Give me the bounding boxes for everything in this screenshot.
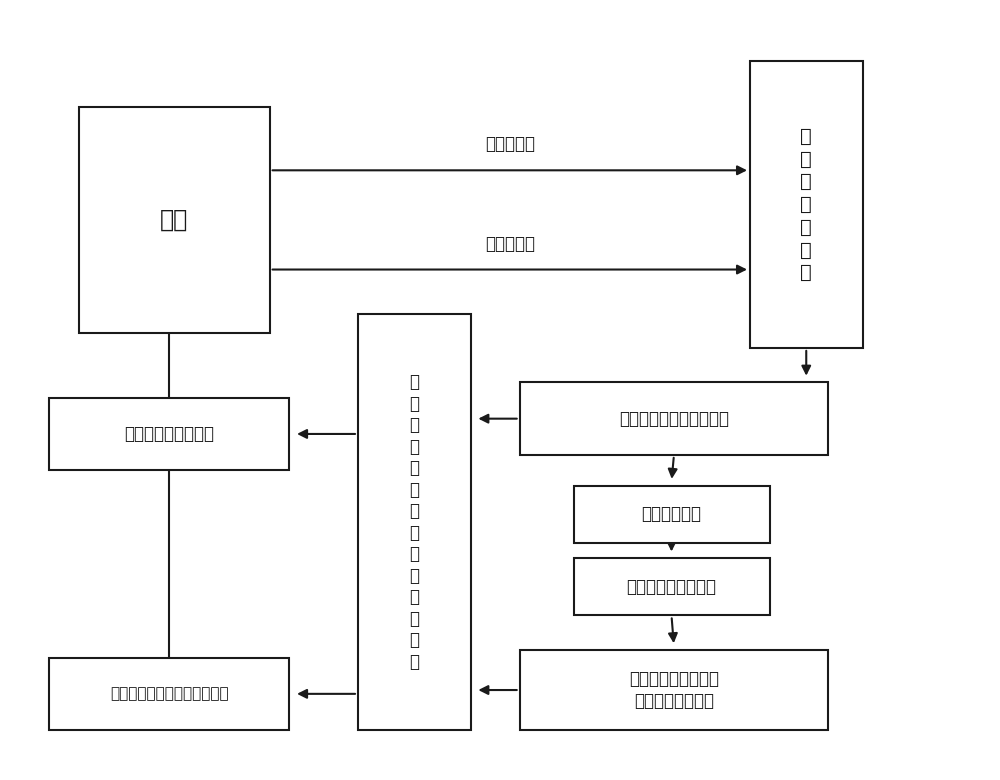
Text: 数
据
采
集
子
系
统: 数 据 采 集 子 系 统: [800, 127, 812, 282]
Bar: [49, 658, 289, 730]
Bar: [358, 314, 471, 730]
Text: 多传感器数据融合子系统: 多传感器数据融合子系统: [619, 410, 729, 427]
Text: 最小二乘支持向量机: 最小二乘支持向量机: [626, 578, 716, 596]
Bar: [750, 62, 863, 348]
Text: 粮
库
监
控
参
数
优
化
及
控
制
子
系
统: 粮 库 监 控 参 数 优 化 及 控 制 子 系 统: [409, 373, 419, 671]
Bar: [574, 558, 770, 615]
Text: 多子库轮换式间歇运行子系统: 多子库轮换式间歇运行子系统: [110, 686, 229, 701]
Text: 参数动态自适应匹配
及综合评价子系统: 参数动态自适应匹配 及综合评价子系统: [629, 670, 719, 710]
Text: 温度传感器: 温度传感器: [485, 136, 535, 154]
Text: 地源热泵空调子系统: 地源热泵空调子系统: [124, 425, 214, 443]
Bar: [574, 485, 770, 543]
Bar: [49, 398, 289, 470]
Bar: [520, 382, 828, 455]
Text: 湿度传感器: 湿度传感器: [485, 235, 535, 253]
Text: 粮库: 粮库: [160, 208, 188, 232]
Text: 高斯过程回归: 高斯过程回归: [641, 505, 701, 523]
Bar: [520, 650, 828, 730]
Bar: [79, 107, 270, 332]
